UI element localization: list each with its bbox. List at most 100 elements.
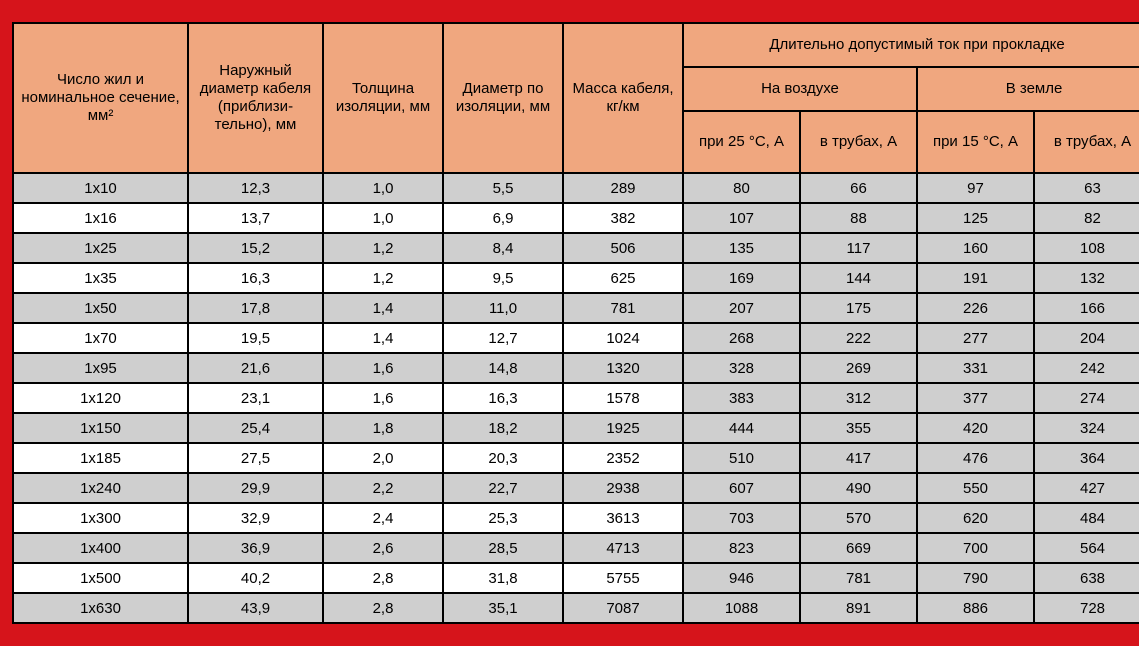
cell: 13,7 <box>188 203 323 233</box>
cell: 1х120 <box>13 383 188 413</box>
cell: 781 <box>800 563 917 593</box>
cell: 1088 <box>683 593 800 623</box>
cell: 2,0 <box>323 443 443 473</box>
cell: 88 <box>800 203 917 233</box>
col-header-ground-15c: при 15 °С, А <box>917 111 1034 173</box>
cell: 1х185 <box>13 443 188 473</box>
cell: 1,8 <box>323 413 443 443</box>
cell: 1х630 <box>13 593 188 623</box>
cell: 80 <box>683 173 800 203</box>
cell: 510 <box>683 443 800 473</box>
cell: 620 <box>917 503 1034 533</box>
cell: 328 <box>683 353 800 383</box>
table-row: 1х5017,81,411,0781207175226166 <box>13 293 1139 323</box>
col-header-air-group: На воздухе <box>683 67 917 111</box>
col-header-mass: Масса кабеля, кг/км <box>563 23 683 173</box>
cell: 269 <box>800 353 917 383</box>
cell: 1320 <box>563 353 683 383</box>
cell: 9,5 <box>443 263 563 293</box>
cell: 1х35 <box>13 263 188 293</box>
cell: 1х70 <box>13 323 188 353</box>
cell: 2,2 <box>323 473 443 503</box>
cell: 1х500 <box>13 563 188 593</box>
cell: 28,5 <box>443 533 563 563</box>
cell: 564 <box>1034 533 1139 563</box>
cell: 268 <box>683 323 800 353</box>
cell: 289 <box>563 173 683 203</box>
cell: 324 <box>1034 413 1139 443</box>
cell: 63 <box>1034 173 1139 203</box>
cell: 6,9 <box>443 203 563 233</box>
cell: 23,1 <box>188 383 323 413</box>
cell: 25,3 <box>443 503 563 533</box>
cell: 506 <box>563 233 683 263</box>
cell: 40,2 <box>188 563 323 593</box>
cell: 125 <box>917 203 1034 233</box>
cell: 2,6 <box>323 533 443 563</box>
cell: 66 <box>800 173 917 203</box>
cell: 277 <box>917 323 1034 353</box>
cell: 222 <box>800 323 917 353</box>
cell: 728 <box>1034 593 1139 623</box>
table-row: 1х12023,11,616,31578383312377274 <box>13 383 1139 413</box>
cell: 1,6 <box>323 383 443 413</box>
cell: 27,5 <box>188 443 323 473</box>
cell: 484 <box>1034 503 1139 533</box>
table-row: 1х40036,92,628,54713823669700564 <box>13 533 1139 563</box>
cell: 191 <box>917 263 1034 293</box>
cable-spec-table: Число жил и номинальное сечение, мм² Нар… <box>12 22 1139 624</box>
cell: 1024 <box>563 323 683 353</box>
cell: 703 <box>683 503 800 533</box>
cell: 781 <box>563 293 683 323</box>
table-row: 1х15025,41,818,21925444355420324 <box>13 413 1139 443</box>
cell: 16,3 <box>443 383 563 413</box>
table-row: 1х24029,92,222,72938607490550427 <box>13 473 1139 503</box>
cell: 700 <box>917 533 1034 563</box>
table-row: 1х9521,61,614,81320328269331242 <box>13 353 1139 383</box>
cell: 823 <box>683 533 800 563</box>
cell: 382 <box>563 203 683 233</box>
cell: 108 <box>1034 233 1139 263</box>
table-row: 1х63043,92,835,170871088891886728 <box>13 593 1139 623</box>
cell: 550 <box>917 473 1034 503</box>
cell: 886 <box>917 593 1034 623</box>
cell: 17,8 <box>188 293 323 323</box>
cell: 383 <box>683 383 800 413</box>
cell: 427 <box>1034 473 1139 503</box>
table-row: 1х7019,51,412,71024268222277204 <box>13 323 1139 353</box>
cell: 2352 <box>563 443 683 473</box>
col-header-current-group: Длительно допустимый ток при прокладке <box>683 23 1139 67</box>
cell: 43,9 <box>188 593 323 623</box>
cell: 22,7 <box>443 473 563 503</box>
col-header-outer-diameter: Наружный диаметр кабеля (приблизи-тельно… <box>188 23 323 173</box>
cell: 1х10 <box>13 173 188 203</box>
cell: 11,0 <box>443 293 563 323</box>
col-header-insulation-thick: Толщина изоляции, мм <box>323 23 443 173</box>
cell: 117 <box>800 233 917 263</box>
cell: 2,8 <box>323 593 443 623</box>
cell: 7087 <box>563 593 683 623</box>
cell: 1х150 <box>13 413 188 443</box>
cell: 25,4 <box>188 413 323 443</box>
table-row: 1х18527,52,020,32352510417476364 <box>13 443 1139 473</box>
cell: 364 <box>1034 443 1139 473</box>
cell: 355 <box>800 413 917 443</box>
cell: 490 <box>800 473 917 503</box>
cell: 32,9 <box>188 503 323 533</box>
cell: 946 <box>683 563 800 593</box>
col-header-air-25c: при 25 °С, А <box>683 111 800 173</box>
cell: 5,5 <box>443 173 563 203</box>
cell: 132 <box>1034 263 1139 293</box>
cell: 16,3 <box>188 263 323 293</box>
cell: 607 <box>683 473 800 503</box>
cell: 1925 <box>563 413 683 443</box>
col-header-insulation-diam: Диаметр по изоляции, мм <box>443 23 563 173</box>
cell: 444 <box>683 413 800 443</box>
cell: 12,7 <box>443 323 563 353</box>
cell: 417 <box>800 443 917 473</box>
cell: 169 <box>683 263 800 293</box>
cell: 1х300 <box>13 503 188 533</box>
cell: 204 <box>1034 323 1139 353</box>
cell: 638 <box>1034 563 1139 593</box>
cell: 312 <box>800 383 917 413</box>
